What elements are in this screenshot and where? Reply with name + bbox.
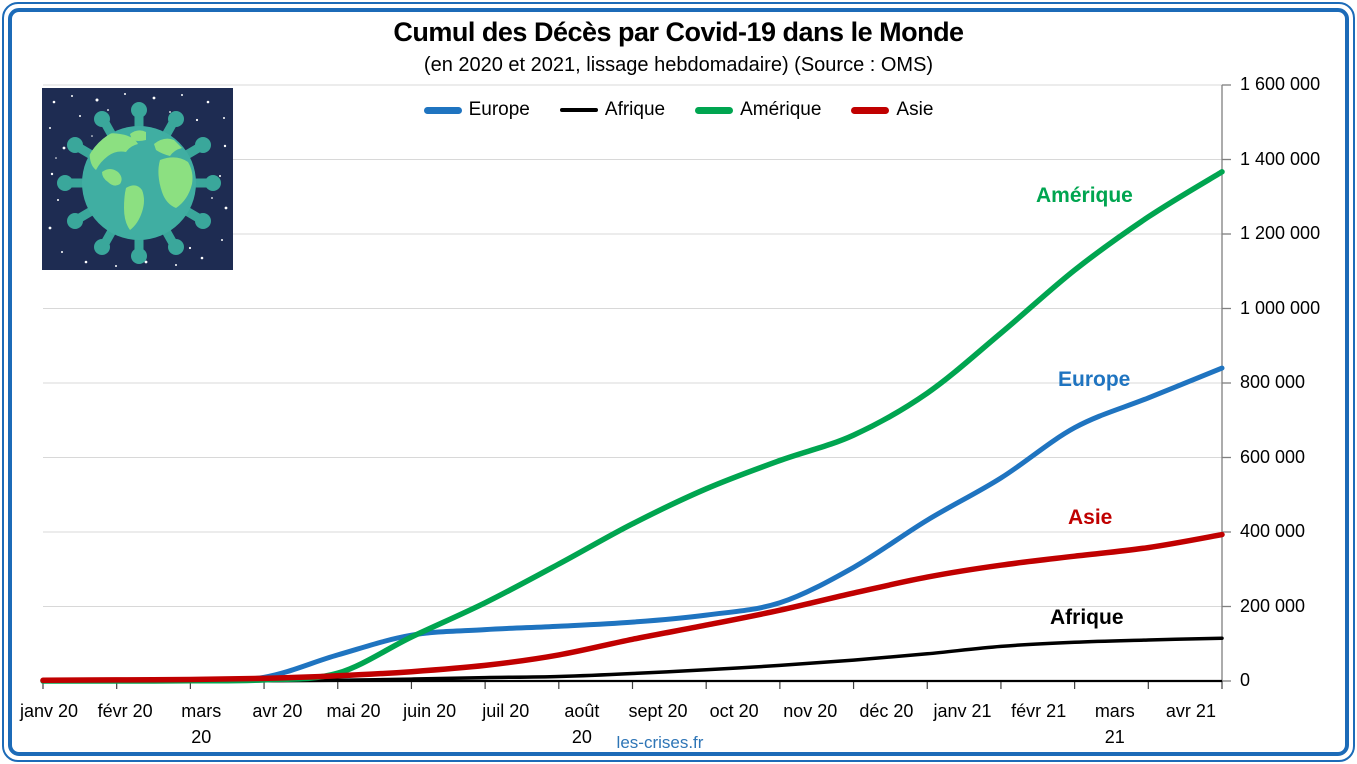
- series-label-amerique: Amérique: [1036, 184, 1133, 207]
- legend-label-amerique: Amérique: [740, 99, 822, 120]
- line-asie: [40, 531, 1225, 684]
- x-tick-label: mars 21: [1094, 701, 1135, 747]
- x-tick-label: févr 20: [97, 701, 153, 721]
- europe-line-swatch: [423, 106, 462, 114]
- series-label-europe: Europe: [1058, 368, 1131, 391]
- watermark-link[interactable]: les-crises.fr: [616, 733, 704, 752]
- chart-subtitle: (en 2020 et 2021, lissage hebdomadaire) …: [423, 54, 934, 76]
- x-tick-label: févr 21: [1011, 701, 1067, 721]
- legend-label-asie: Asie: [896, 99, 934, 120]
- legend-item-afrique: Afrique: [559, 99, 666, 121]
- y-tick-label: 800 000: [1240, 372, 1306, 392]
- y-tick-label: 1 600 000: [1240, 74, 1321, 94]
- y-tick-label: 200 000: [1240, 595, 1306, 616]
- y-tick-label: 1 400 000: [1240, 148, 1321, 169]
- legend: Europe Afrique Amérique Asie: [0, 99, 1357, 121]
- x-tick-label: juin 20: [403, 701, 457, 721]
- x-tick-label: oct 20: [709, 701, 759, 721]
- x-tick-label: août 20: [564, 701, 600, 747]
- legend-item-asie: Asie: [851, 99, 933, 121]
- x-tick-label: mai 20: [326, 701, 381, 721]
- x-tick-label: déc 20: [859, 701, 914, 721]
- virus-body: [57, 102, 221, 264]
- asie-line-swatch: [851, 106, 890, 114]
- legend-label-afrique: Afrique: [604, 99, 666, 120]
- y-tick-label: 1 200 000: [1240, 223, 1321, 243]
- y-tick-label: 600 000: [1240, 446, 1306, 467]
- series-label-asie: Asie: [1068, 506, 1113, 529]
- virus-globe-image: [42, 88, 233, 270]
- legend-label-europe: Europe: [468, 99, 530, 120]
- x-tick-label: sept 20: [628, 701, 688, 721]
- series-label-afrique: Afrique: [1050, 606, 1124, 629]
- y-tick-label: 400 000: [1240, 521, 1306, 541]
- chart-title: Cumul des Décès par Covid-19 dans le Mon…: [393, 17, 964, 47]
- x-tick-label: mars 20: [181, 701, 222, 747]
- x-tick-label: janv 21: [933, 701, 992, 721]
- x-tick-label: avr 20: [252, 701, 303, 721]
- legend-item-amerique: Amérique: [695, 99, 821, 121]
- y-tick-label: 0: [1240, 670, 1251, 690]
- x-tick-label: nov 20: [783, 701, 838, 721]
- y-tick-label: 1 000 000: [1240, 297, 1321, 318]
- x-tick-label: juil 20: [482, 701, 530, 721]
- legend-item-europe: Europe: [423, 99, 530, 121]
- amerique-line-swatch: [695, 106, 734, 114]
- x-tick-label: janv 20: [19, 701, 79, 721]
- line-afrique: [41, 636, 1224, 683]
- afrique-line-swatch: [559, 108, 598, 112]
- x-tick-label: avr 21: [1165, 701, 1216, 721]
